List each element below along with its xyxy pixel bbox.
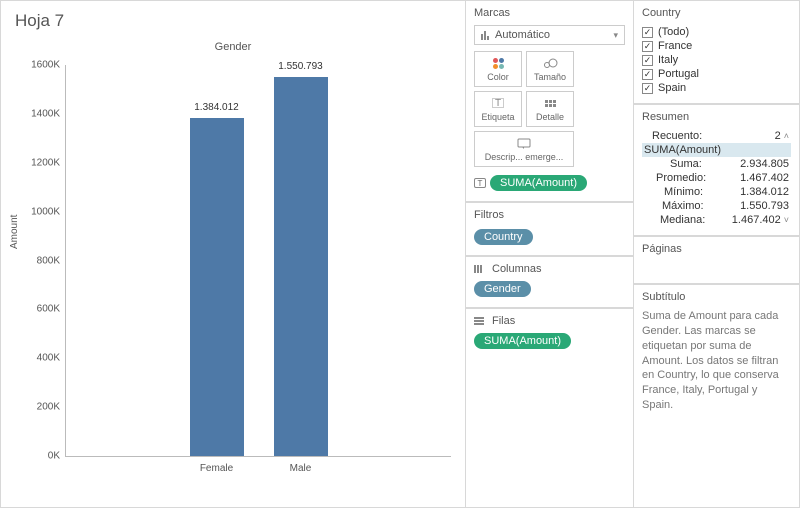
pages-card: Páginas [634, 236, 800, 284]
marks-pill-amount[interactable]: SUMA(Amount) [490, 175, 587, 191]
y-tick: 200K [18, 402, 60, 413]
label-button[interactable]: T Etiqueta [474, 91, 522, 127]
bar-type-icon [481, 31, 489, 40]
shelves-panel: Marcas Automático ▾ [466, 0, 634, 508]
filter-option-label: France [658, 40, 692, 52]
filter-option[interactable]: ✓ France [642, 39, 791, 53]
y-axis-label: Amount [9, 215, 20, 249]
summary-card: Resumen Recuento: 2˄ SUMA(Amount) Suma:2… [634, 104, 800, 236]
summary-max: Máximo:1.550.793 [642, 199, 791, 213]
filters-card: Filtros Country [466, 202, 634, 256]
tooltip-icon [517, 137, 531, 151]
filter-option-label: Italy [658, 54, 678, 66]
worksheet-view: Hoja 7 Gender Amount 0K 200K 400K 600K 800K 1… [0, 0, 466, 508]
size-button[interactable]: Tamaño [526, 51, 574, 87]
summary-min: Mínimo:1.384.012 [642, 185, 791, 199]
color-button[interactable]: Color [474, 51, 522, 87]
y-tick: 600K [18, 304, 60, 315]
y-tick: 1000K [18, 206, 60, 217]
bar-value-label: 1.384.012 [190, 102, 244, 113]
summary-median: Mediana: 1.467.402˅ [642, 213, 791, 227]
y-tick: 0K [18, 451, 60, 462]
chart-title: Gender [1, 41, 465, 53]
y-tick: 800K [18, 255, 60, 266]
color-icon [493, 56, 504, 70]
bar-chart[interactable]: Amount 0K 200K 400K 600K 800K 1000K 1200K 1400K… [11, 59, 455, 479]
caption-text: Suma de Amount para cada Gender. Las mar… [642, 309, 791, 413]
filter-option-label: Portugal [658, 68, 699, 80]
bar-value-label: 1.550.793 [274, 61, 328, 72]
caption-title: Subtítulo [642, 291, 791, 303]
filter-option[interactable]: ✓ Italy [642, 53, 791, 67]
rows-shelf: Filas SUMA(Amount) [466, 308, 634, 508]
detail-button[interactable]: Detalle [526, 91, 574, 127]
summary-title: Resumen [642, 111, 791, 123]
filter-option[interactable]: ✓ (Todo) [642, 25, 791, 39]
sheet-title: Hoja 7 [1, 1, 465, 37]
summary-field[interactable]: SUMA(Amount) [642, 143, 791, 157]
marks-card: Marcas Automático ▾ [466, 0, 634, 202]
country-filter-card: Country ✓ (Todo) ✓ France ✓ Italy ✓ Portugal ✓ Sp… [634, 0, 800, 104]
filter-option-label: (Todo) [658, 26, 689, 38]
columns-title: Columnas [492, 263, 542, 275]
x-category-label: Female [190, 463, 244, 474]
y-tick: 1200K [18, 157, 60, 168]
filters-title: Filtros [474, 209, 625, 221]
size-icon [542, 56, 558, 70]
rows-icon [474, 317, 486, 325]
checkbox-icon: ✓ [642, 27, 653, 38]
summary-count: Recuento: 2˄ [642, 129, 791, 143]
checkbox-icon: ✓ [642, 41, 653, 52]
summary-sum: Suma:2.934.805 [642, 157, 791, 171]
label-mark-icon[interactable]: T [474, 178, 486, 188]
checkbox-icon: ✓ [642, 69, 653, 80]
summary-avg: Promedio:1.467.402 [642, 171, 791, 185]
detail-icon [545, 96, 556, 110]
x-category-label: Male [274, 463, 328, 474]
scroll-down-icon[interactable]: ˅ [781, 215, 789, 225]
y-tick: 1400K [18, 108, 60, 119]
filter-option[interactable]: ✓ Portugal [642, 67, 791, 81]
pages-title: Páginas [642, 243, 791, 255]
country-filter-title: Country [642, 7, 791, 19]
bar[interactable]: 1.384.012 [190, 118, 244, 456]
y-tick: 400K [18, 353, 60, 364]
bar[interactable]: 1.550.793 [274, 77, 328, 456]
caption-card: Subtítulo Suma de Amount para cada Gende… [634, 284, 800, 508]
marks-title: Marcas [474, 7, 625, 19]
columns-shelf: Columnas Gender [466, 256, 634, 308]
checkbox-icon: ✓ [642, 83, 653, 94]
right-panel: Country ✓ (Todo) ✓ France ✓ Italy ✓ Portugal ✓ Sp… [634, 0, 800, 508]
label-icon: T [492, 96, 504, 110]
chevron-down-icon: ▾ [613, 30, 618, 41]
rows-pill-amount[interactable]: SUMA(Amount) [474, 333, 571, 349]
filter-option-label: Spain [658, 82, 686, 94]
columns-icon [474, 265, 486, 273]
mark-type-dropdown[interactable]: Automático ▾ [474, 25, 625, 45]
filter-option[interactable]: ✓ Spain [642, 81, 791, 95]
filter-pill-country[interactable]: Country [474, 229, 533, 245]
rows-title: Filas [492, 315, 515, 327]
tooltip-button[interactable]: Descrip... emerge... [474, 131, 574, 167]
scroll-up-icon[interactable]: ˄ [781, 131, 789, 141]
checkbox-icon: ✓ [642, 55, 653, 66]
columns-pill-gender[interactable]: Gender [474, 281, 531, 297]
y-tick: 1600K [18, 60, 60, 71]
